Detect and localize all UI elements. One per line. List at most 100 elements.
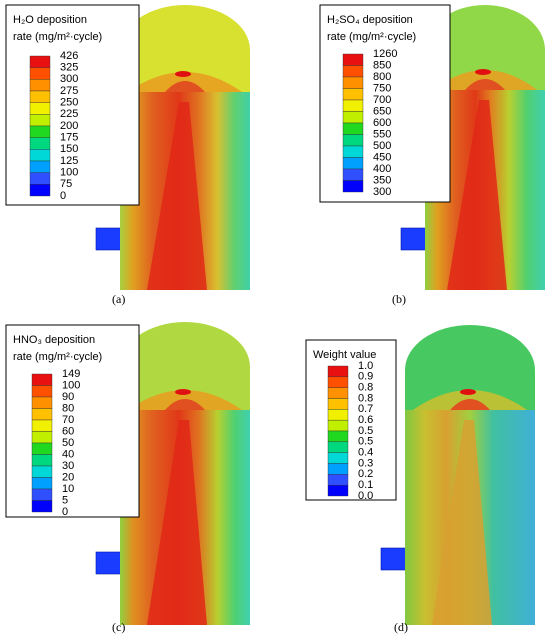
legend-label: 0.5: [358, 436, 373, 448]
legend-swatch: [31, 385, 53, 398]
legend-label: 50: [62, 437, 74, 449]
legend-swatch: [31, 442, 53, 455]
legend-swatch: [29, 125, 51, 138]
legend-label: 0: [60, 190, 66, 202]
inlet: [460, 389, 476, 395]
inlet: [475, 69, 491, 75]
legend-swatch: [31, 477, 53, 490]
legend-title: H₂O deposition: [13, 14, 87, 26]
legend-label: 350: [373, 174, 391, 186]
legend-swatch: [31, 454, 53, 467]
legend-swatch: [29, 55, 51, 68]
panel: H₂O deposition rate (mg/m²·cycle) 42632530…: [5, 4, 250, 306]
legend-label: 300: [60, 73, 78, 85]
legend-label: 70: [62, 414, 74, 426]
legend-swatch: [342, 99, 364, 112]
nozzle: [95, 227, 125, 251]
legend-swatch: [327, 463, 349, 475]
legend-label: 500: [373, 140, 391, 152]
legend-box: [319, 4, 451, 203]
legend-box: [5, 324, 140, 518]
legend-swatch: [29, 160, 51, 173]
legend-label: 100: [62, 379, 80, 391]
legend-label: 750: [373, 82, 391, 94]
legend-label: 275: [60, 85, 78, 97]
legend-label: 10: [62, 483, 74, 495]
vessel-dome: [120, 322, 250, 410]
legend-swatch: [327, 441, 349, 453]
legend-label: 325: [60, 62, 78, 74]
legend-label: 125: [60, 155, 78, 167]
legend-label: 400: [373, 163, 391, 175]
legend-label: 800: [373, 71, 391, 83]
panel-caption: (b): [392, 292, 406, 306]
legend-label: 30: [62, 460, 74, 472]
legend-swatch: [327, 398, 349, 410]
nozzle: [400, 227, 430, 251]
legend-swatch: [31, 408, 53, 421]
legend-title: HNO₃ deposition: [13, 334, 95, 346]
legend-swatch: [342, 168, 364, 181]
legend-label: 1260: [373, 48, 397, 60]
legend-swatch: [29, 90, 51, 103]
legend-swatch: [31, 465, 53, 478]
legend-label: 175: [60, 132, 78, 144]
panel: Weight value1.00.90.80.80.70.60.50.50.40…: [305, 325, 535, 634]
vessel-dome: [120, 5, 250, 92]
legend-swatch: [327, 376, 349, 388]
legend-label: 650: [373, 105, 391, 117]
legend-title: Weight value: [313, 349, 376, 361]
legend-swatch: [342, 122, 364, 135]
legend-title: H₂SO₄ deposition: [327, 14, 413, 26]
panel-caption: (c): [112, 620, 125, 634]
legend-label: 40: [62, 448, 74, 460]
legend-swatch: [31, 419, 53, 432]
legend-swatch: [31, 373, 53, 386]
legend-swatch: [327, 430, 349, 443]
legend-label: 0.6: [358, 414, 373, 426]
legend-box: [305, 339, 397, 501]
plume: [432, 420, 492, 625]
legend-swatch: [342, 157, 364, 170]
legend-swatch: [29, 79, 51, 92]
panel-caption: (d): [394, 620, 408, 634]
legend-label: 0: [62, 506, 68, 518]
legend-label: 1.0: [358, 360, 373, 372]
legend-swatch: [342, 180, 364, 193]
legend-swatch: [327, 452, 349, 464]
panel-caption: (a): [112, 292, 125, 306]
dome-core: [165, 399, 205, 410]
legend-label: 90: [62, 391, 74, 403]
legend-swatch: [342, 76, 364, 89]
legend-swatch: [327, 474, 349, 486]
legend-swatch: [31, 396, 53, 409]
legend-label: 225: [60, 108, 78, 120]
legend-label: 0.2: [358, 468, 373, 480]
legend-swatch: [342, 53, 364, 66]
legend-label: 20: [62, 471, 74, 483]
legend-title: rate (mg/m²·cycle): [327, 31, 416, 43]
legend-swatch: [31, 488, 53, 501]
legend-label: 75: [60, 178, 72, 190]
legend-label: 250: [60, 97, 78, 109]
legend-box: [5, 4, 140, 206]
legend-label: 0.7: [358, 403, 373, 415]
legend-swatch: [29, 102, 51, 115]
legend-label: 450: [373, 151, 391, 163]
legend-swatch: [31, 431, 53, 444]
legend-swatch: [342, 145, 364, 158]
legend-swatch: [327, 484, 349, 497]
legend-label: 700: [373, 94, 391, 106]
legend-label: 0.8: [358, 392, 373, 404]
legend-label: 200: [60, 120, 78, 132]
vessel-dome: [425, 5, 545, 90]
legend-label: 5: [62, 494, 68, 506]
legend-swatch: [342, 134, 364, 147]
legend-swatch: [29, 149, 51, 162]
legend-label: 600: [373, 117, 391, 129]
legend-label: 0.8: [358, 382, 373, 394]
legend-title: rate (mg/m²·cycle): [13, 31, 102, 43]
inlet: [175, 389, 191, 395]
